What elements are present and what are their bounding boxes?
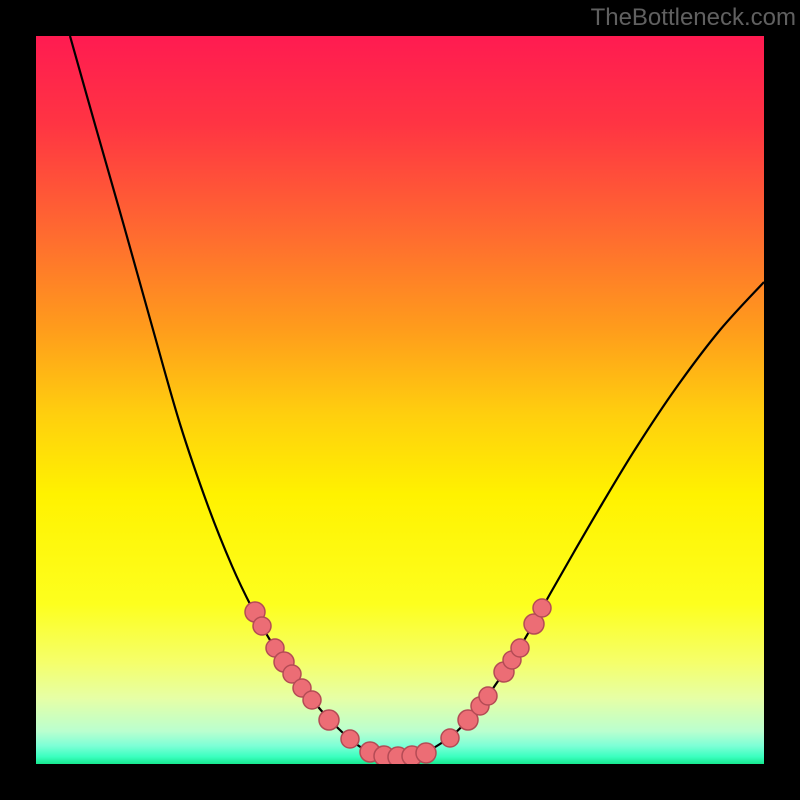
data-marker bbox=[533, 599, 551, 617]
data-marker bbox=[341, 730, 359, 748]
data-marker bbox=[303, 691, 321, 709]
data-marker bbox=[253, 617, 271, 635]
watermark-text: TheBottleneck.com bbox=[591, 4, 796, 32]
data-marker bbox=[441, 729, 459, 747]
plot-area bbox=[36, 36, 764, 764]
data-marker bbox=[416, 743, 436, 763]
data-marker bbox=[511, 639, 529, 657]
data-marker bbox=[479, 687, 497, 705]
chart-svg bbox=[36, 36, 764, 764]
gradient-background bbox=[36, 36, 764, 764]
data-marker bbox=[319, 710, 339, 730]
